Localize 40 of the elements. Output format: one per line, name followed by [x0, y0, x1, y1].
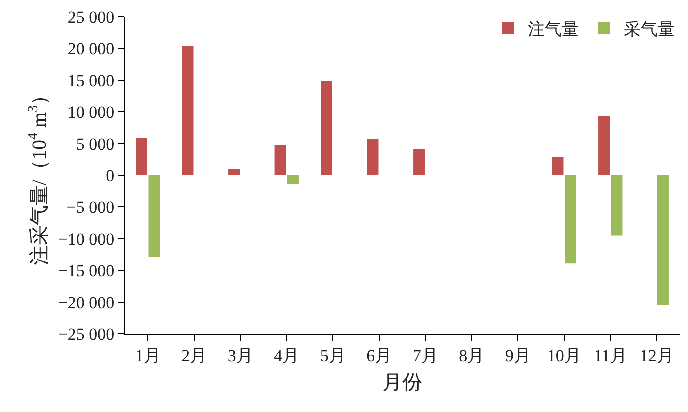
- x-tick-label: 7月: [412, 346, 438, 366]
- bar: [136, 138, 148, 176]
- x-tick-label: 1月: [135, 346, 161, 366]
- y-tick-label: −10 000: [58, 230, 115, 249]
- x-tick-label: 12月: [640, 346, 674, 366]
- legend-label: 注气量: [528, 20, 579, 39]
- x-tick-label: 6月: [366, 346, 392, 366]
- bar: [182, 46, 194, 176]
- bar: [598, 116, 610, 176]
- y-tick-label: −20 000: [58, 293, 115, 312]
- x-tick-label: 11月: [594, 346, 628, 366]
- y-tick-label: −25 000: [58, 324, 115, 344]
- bar: [414, 150, 425, 176]
- x-tick-label: 9月: [505, 346, 531, 366]
- y-tick-label: 10 000: [68, 103, 115, 122]
- bar: [274, 145, 286, 176]
- bar: [611, 176, 623, 236]
- bar: [658, 176, 669, 306]
- y-tick-label: −5 000: [66, 198, 115, 218]
- x-tick-label: 3月: [228, 346, 254, 366]
- x-tick-label: 4月: [274, 346, 300, 366]
- x-axis-title: 月份: [382, 372, 422, 394]
- bar: [228, 169, 240, 176]
- x-tick-label: 2月: [182, 346, 208, 366]
- y-tick-label: −15 000: [58, 262, 115, 281]
- y-tick-label: 25 000: [68, 8, 115, 27]
- x-tick-label: 10月: [547, 346, 582, 366]
- x-tick-label: 8月: [459, 346, 485, 366]
- bar: [367, 139, 379, 176]
- bar: [552, 157, 564, 176]
- bar: [148, 176, 160, 258]
- legend-label: 采气量: [624, 20, 675, 39]
- bar: [565, 176, 576, 264]
- y-tick-label: 15 000: [68, 71, 115, 90]
- y-tick-label: 5 000: [76, 134, 115, 154]
- x-tick-label: 5月: [320, 346, 346, 366]
- bar: [288, 176, 299, 184]
- bar: [321, 81, 332, 176]
- y-tick-label: 20 000: [68, 40, 115, 59]
- y-tick-label: 0: [106, 166, 115, 186]
